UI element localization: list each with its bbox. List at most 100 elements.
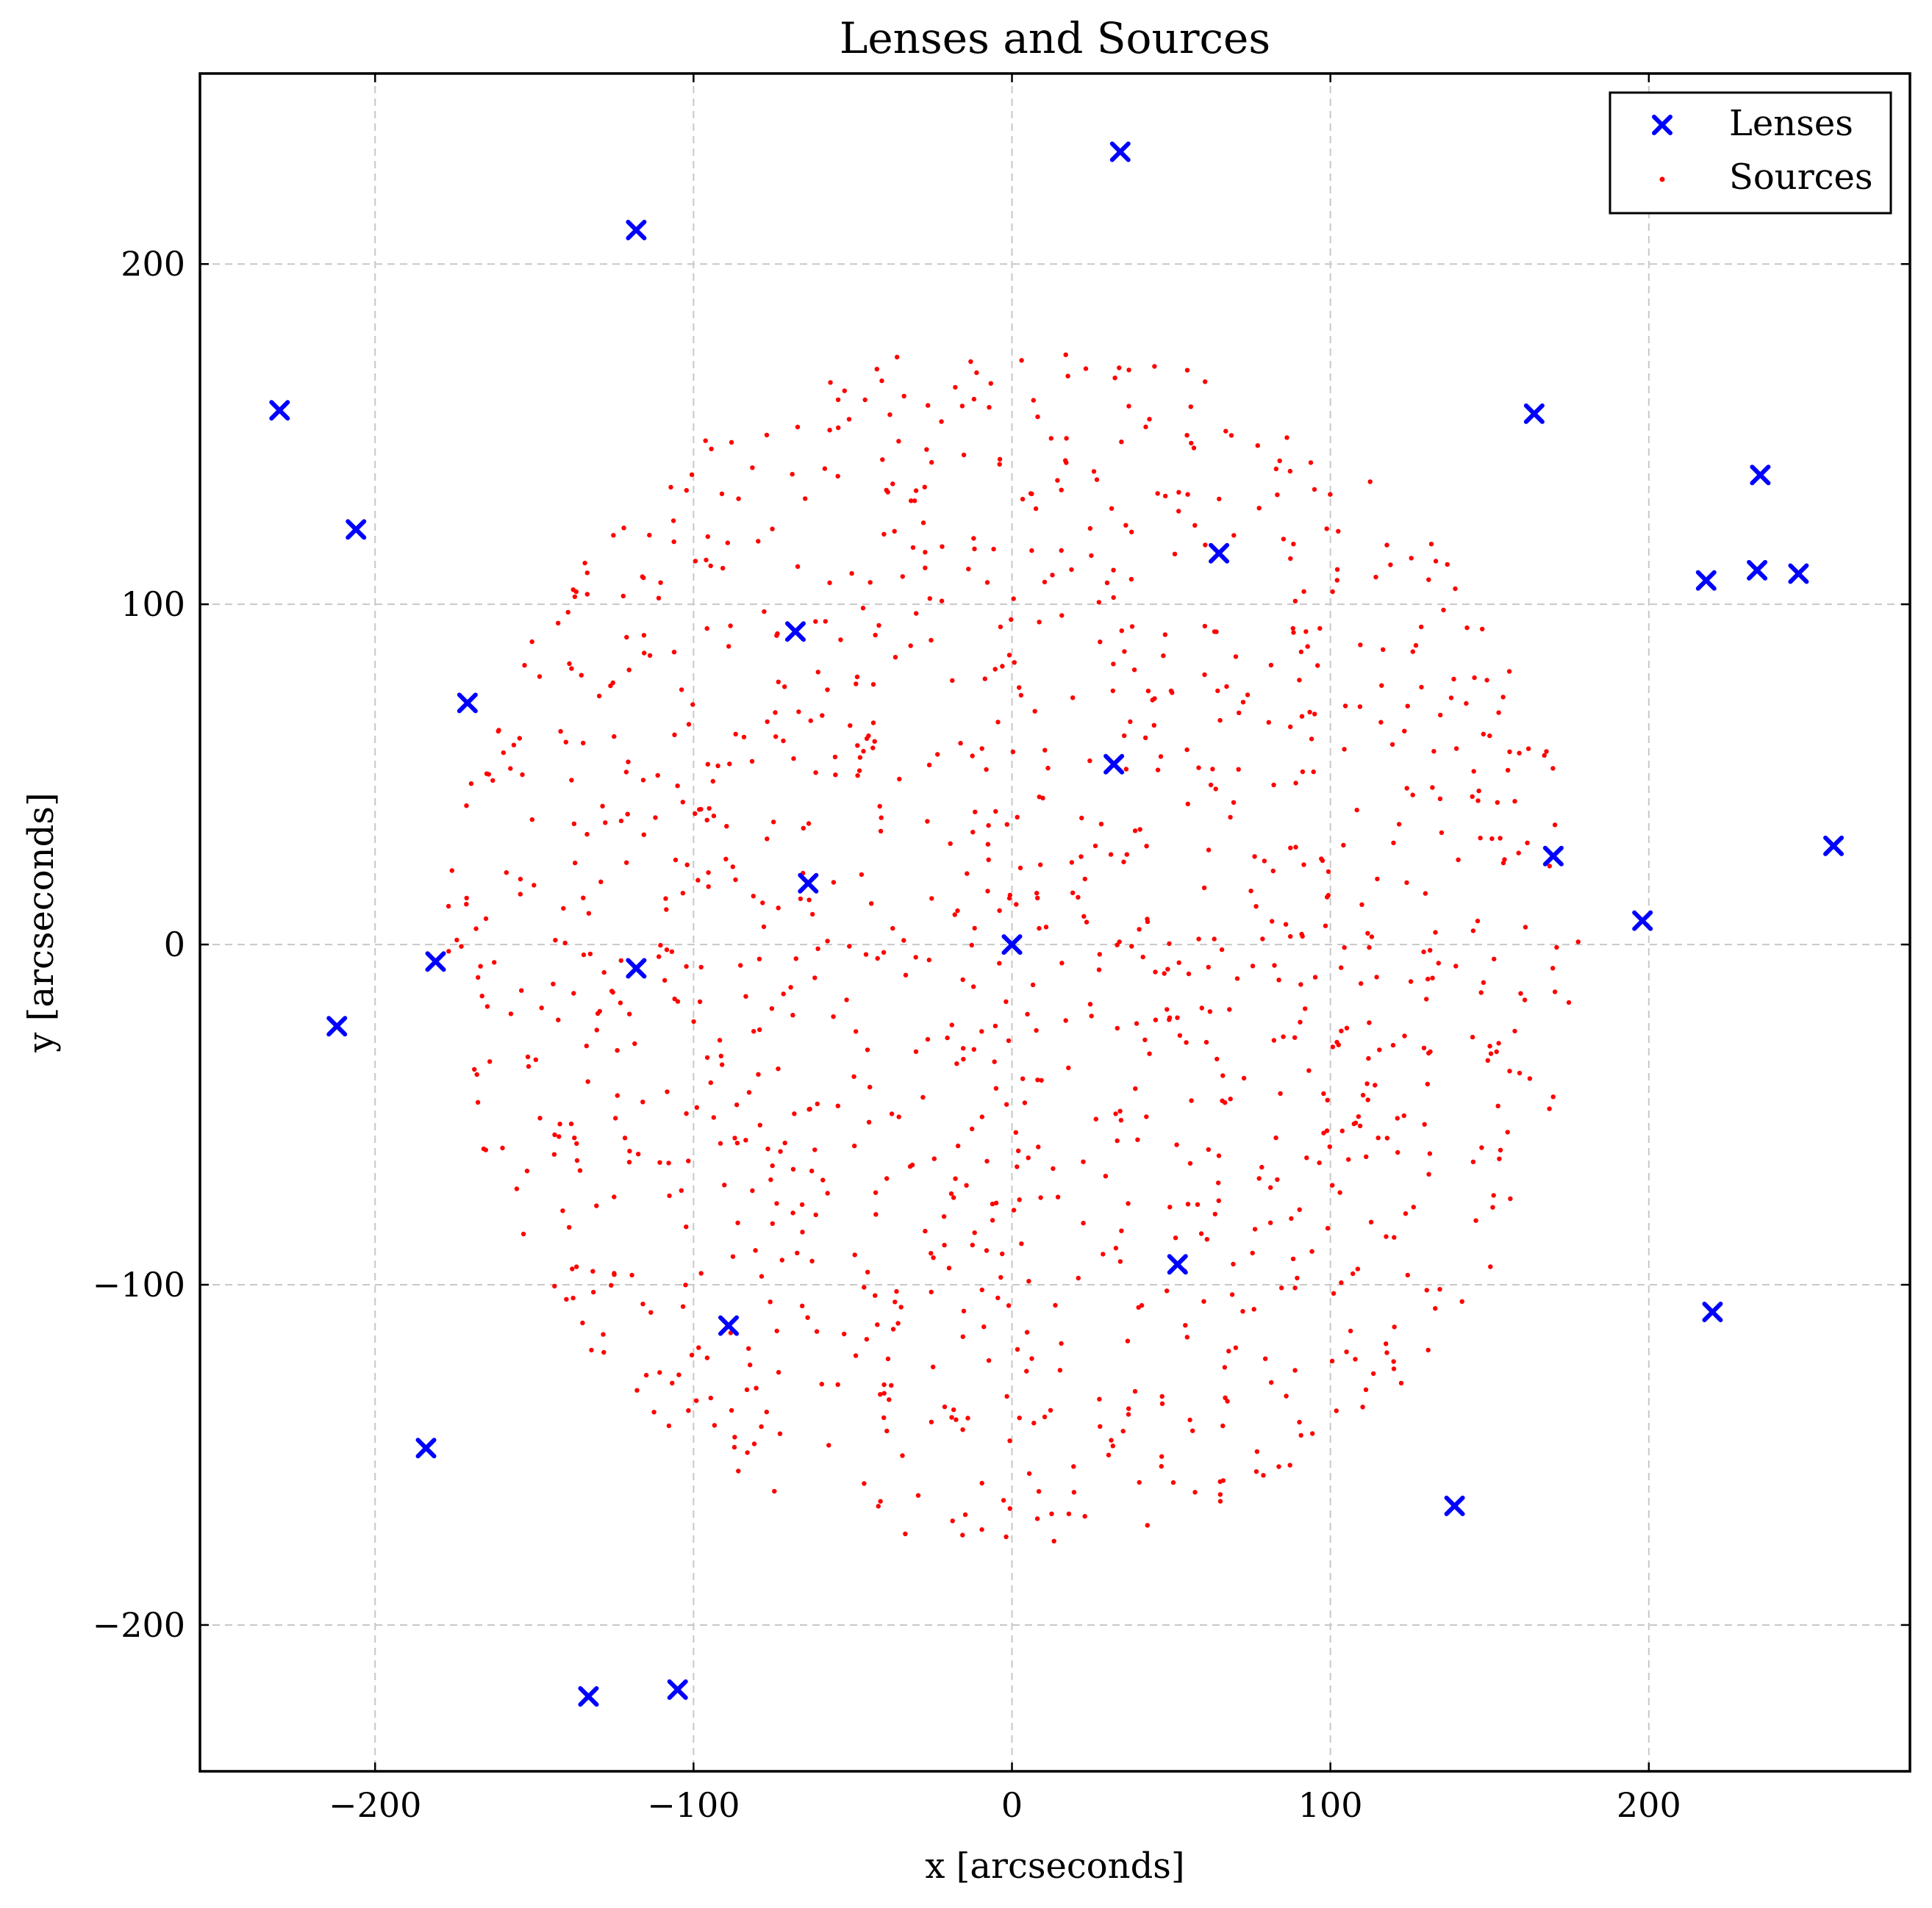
source-point (446, 949, 451, 954)
source-point (1273, 466, 1279, 472)
source-point (1063, 352, 1068, 357)
source-point (520, 1231, 526, 1237)
source-point (895, 1321, 901, 1326)
source-point (1029, 491, 1034, 497)
source-point (733, 877, 738, 883)
source-point (1053, 1302, 1058, 1308)
source-point (743, 994, 748, 999)
source-point (890, 481, 895, 487)
source-point (1087, 758, 1092, 764)
source-point (1398, 1380, 1404, 1386)
source-point (647, 532, 652, 538)
source-point (922, 484, 928, 489)
source-point (807, 1106, 812, 1112)
source-point (1275, 1177, 1280, 1183)
source-point (1365, 1097, 1370, 1102)
source-point (703, 438, 708, 443)
source-point (974, 370, 979, 376)
source-point (1198, 1231, 1204, 1236)
source-point (1256, 1176, 1262, 1181)
source-point (483, 916, 489, 922)
source-point (525, 1054, 531, 1060)
source-point (698, 964, 704, 970)
source-point (1470, 1159, 1476, 1165)
source-point (855, 773, 860, 778)
source-point (1185, 492, 1190, 497)
source-point (720, 565, 726, 571)
source-point (1358, 642, 1363, 648)
source-point (539, 1005, 544, 1011)
source-point (468, 781, 474, 786)
legend-lenses-label: Lenses (1729, 103, 1853, 144)
source-point (892, 1299, 898, 1305)
source-point (600, 803, 605, 809)
source-point (1478, 990, 1484, 995)
lens-point (1103, 753, 1125, 775)
source-point (720, 1062, 725, 1067)
source-point (618, 818, 624, 824)
source-point (765, 719, 770, 725)
source-point (612, 734, 617, 739)
source-point (953, 1176, 958, 1181)
source-point (1293, 844, 1298, 850)
source-point (1064, 436, 1069, 441)
source-point (866, 1119, 872, 1125)
source-point (1223, 1100, 1228, 1105)
source-point (765, 836, 770, 842)
source-point (1470, 1034, 1475, 1040)
source-point (1184, 1335, 1190, 1340)
source-point (1470, 794, 1475, 800)
source-point (1037, 620, 1042, 625)
source-point (1500, 860, 1506, 866)
source-point (1224, 684, 1229, 689)
source-point (1475, 918, 1481, 924)
source-point (1260, 936, 1265, 942)
source-point (971, 1047, 977, 1052)
source-point (656, 595, 662, 600)
source-point (1231, 533, 1237, 538)
source-point (1441, 607, 1446, 613)
source-point (1339, 1280, 1344, 1285)
source-point (1159, 1463, 1164, 1469)
source-point (1042, 1414, 1048, 1420)
source-point (865, 1047, 870, 1052)
source-point (1312, 975, 1318, 980)
source-point (813, 619, 818, 624)
source-point (1079, 815, 1084, 821)
source-point (1371, 1371, 1376, 1377)
source-point (986, 822, 991, 828)
source-point (1059, 961, 1065, 966)
source-point (1000, 664, 1005, 669)
source-point (1425, 1081, 1431, 1087)
grid (200, 73, 1910, 1771)
source-point (1363, 1387, 1369, 1393)
source-point (909, 498, 914, 503)
source-point (923, 565, 928, 570)
source-point (733, 731, 738, 736)
source-point (1542, 753, 1547, 758)
source-point (1176, 489, 1181, 495)
source-point (1237, 710, 1242, 716)
source-point (734, 1141, 740, 1146)
lens-point (578, 1686, 599, 1707)
source-point (663, 896, 668, 901)
source-point (627, 1011, 632, 1016)
source-point (1378, 720, 1384, 725)
source-point (1135, 1137, 1140, 1142)
source-point (1006, 1038, 1012, 1044)
source-point (679, 1188, 684, 1194)
source-point (504, 870, 509, 875)
source-point (717, 1038, 723, 1043)
source-point (1252, 854, 1257, 859)
source-point (1240, 1309, 1245, 1314)
source-point (1034, 891, 1040, 896)
source-point (860, 606, 866, 611)
source-point (686, 722, 692, 727)
source-point (1082, 876, 1088, 882)
source-point (851, 1074, 856, 1080)
source-point (828, 380, 833, 385)
source-point (1142, 1037, 1148, 1043)
source-point (1188, 404, 1194, 409)
source-point (1145, 917, 1150, 922)
source-point (1059, 487, 1064, 492)
